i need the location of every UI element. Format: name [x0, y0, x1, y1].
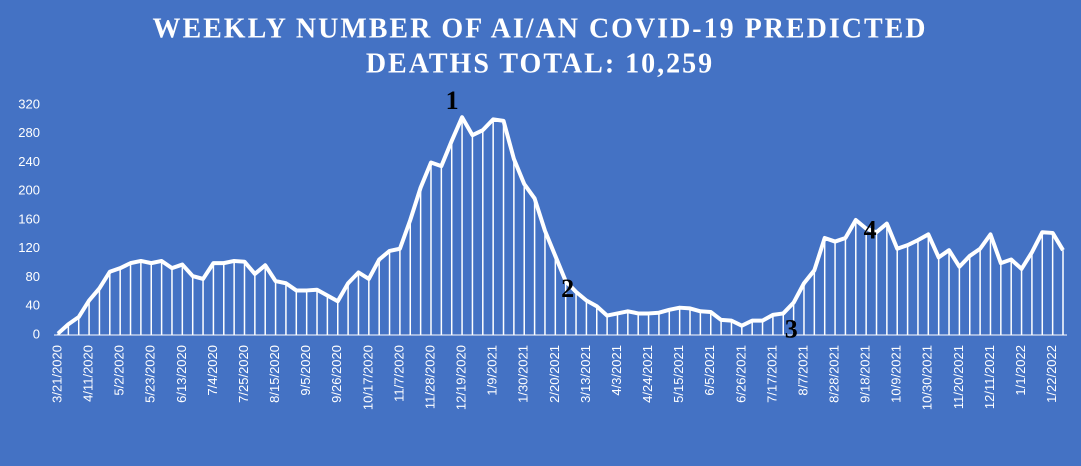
y-tick-label: 200: [18, 183, 40, 198]
x-tick-label: 5/23/2020: [143, 345, 158, 403]
y-tick-label: 120: [18, 240, 40, 255]
x-tick-label: 12/19/2020: [454, 345, 469, 410]
x-tick-label: 4/3/2021: [609, 345, 624, 396]
line: [56, 115, 1065, 336]
x-tick-label: 2/20/2021: [547, 345, 562, 403]
y-tick-label: 240: [18, 154, 40, 169]
x-tick-label: 9/5/2020: [298, 345, 313, 396]
x-tick-label: 5/2/2020: [112, 345, 127, 396]
x-tick-label: 8/28/2021: [826, 345, 841, 403]
chart-title: DEATHS TOTAL: 10,259: [366, 48, 714, 79]
y-tick-label: 40: [26, 298, 40, 313]
x-tick-label: 7/4/2020: [205, 345, 220, 396]
annotation: 3: [785, 314, 798, 343]
y-tick-label: 280: [18, 125, 40, 140]
annotation: 1: [446, 86, 459, 115]
x-tick-label: 3/21/2020: [49, 345, 64, 403]
x-tick-label: 11/7/2020: [391, 345, 406, 402]
chart-title: WEEKLY NUMBER OF AI/AN COVID-19 PREDICTE…: [152, 13, 927, 44]
annotation: 4: [864, 216, 877, 245]
x-tick-label: 9/18/2021: [858, 345, 873, 403]
x-tick-label: 4/24/2021: [640, 345, 655, 403]
x-tick-label: 8/7/2021: [795, 345, 810, 396]
y-tick-label: 80: [26, 269, 40, 284]
x-tick-label: 3/13/2021: [578, 345, 593, 403]
x-tick-label: 8/15/2020: [267, 345, 282, 403]
x-tick-label: 1/22/2022: [1044, 345, 1059, 403]
x-tick-label: 6/13/2020: [174, 345, 189, 403]
y-tick-label: 160: [18, 211, 40, 226]
x-tick-label: 7/25/2020: [236, 345, 251, 403]
x-tick-label: 6/26/2021: [733, 345, 748, 403]
x-tick-label: 11/20/2021: [951, 345, 966, 409]
x-tick-label: 11/28/2020: [422, 345, 437, 409]
x-tick-label: 10/17/2020: [360, 345, 375, 410]
x-tick-label: 7/17/2021: [764, 345, 779, 403]
y-tick-label: 0: [33, 326, 40, 341]
x-tick-label: 10/9/2021: [889, 345, 904, 403]
x-tick-label: 9/26/2020: [329, 345, 344, 403]
x-tick-label: 6/5/2021: [702, 345, 717, 396]
x-tick-label: 10/30/2021: [920, 345, 935, 410]
x-tick-label: 1/30/2021: [516, 345, 531, 403]
x-tick-label: 1/1/2022: [1013, 345, 1028, 396]
x-tick-label: 4/11/2020: [81, 345, 96, 402]
x-tick-label: 12/11/2021: [982, 345, 997, 409]
annotation: 2: [561, 274, 574, 303]
y-tick-label: 320: [18, 96, 40, 111]
x-tick-label: 5/15/2021: [671, 345, 686, 403]
x-tick-label: 1/9/2021: [485, 345, 500, 396]
